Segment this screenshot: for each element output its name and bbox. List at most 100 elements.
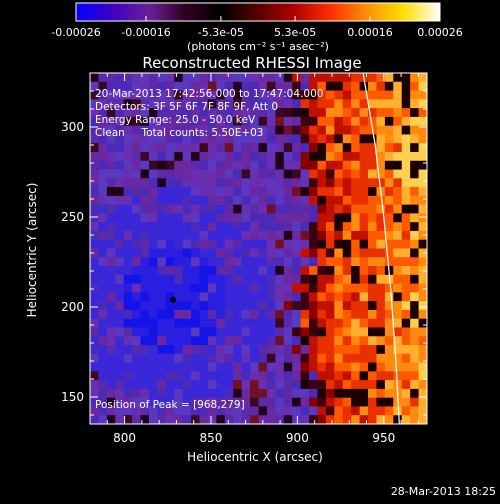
heatmap-cell bbox=[317, 292, 327, 302]
heatmap-cell bbox=[216, 230, 226, 241]
heatmap-cell bbox=[418, 415, 428, 425]
heatmap-cell bbox=[216, 415, 226, 425]
heatmap-cell bbox=[241, 213, 251, 223]
heatmap-cell bbox=[275, 318, 285, 328]
heatmap-cell bbox=[384, 292, 394, 302]
heatmap-cell bbox=[266, 187, 276, 197]
heatmap-cell bbox=[401, 362, 411, 372]
heatmap-cell bbox=[98, 204, 108, 214]
heatmap-cell bbox=[266, 134, 276, 144]
heatmap-cell bbox=[334, 362, 344, 372]
heatmap-cell bbox=[351, 73, 361, 83]
heatmap-cell bbox=[98, 327, 108, 337]
heatmap-cell bbox=[334, 266, 344, 276]
heatmap-cell bbox=[132, 301, 141, 311]
heatmap-cell bbox=[241, 406, 251, 416]
heatmap-cell bbox=[334, 169, 344, 179]
heatmap-cell bbox=[250, 362, 259, 372]
heatmap-cell bbox=[384, 134, 394, 144]
heatmap-cell bbox=[359, 371, 369, 381]
heatmap-cell bbox=[309, 248, 318, 258]
heatmap-cell bbox=[258, 160, 268, 170]
minimum-marker bbox=[169, 296, 176, 303]
heatmap-cell bbox=[157, 125, 167, 135]
heatmap-cell bbox=[106, 274, 116, 285]
heatmap-cell bbox=[216, 380, 226, 390]
heatmap-cell bbox=[359, 362, 369, 372]
heatmap-cell bbox=[191, 116, 200, 127]
heatmap-cell bbox=[275, 274, 285, 285]
heatmap-cell bbox=[376, 309, 386, 320]
heatmap-cell bbox=[115, 274, 125, 285]
heatmap-cell bbox=[292, 353, 302, 363]
heatmap-cell bbox=[368, 73, 377, 83]
heatmap-cell bbox=[368, 90, 377, 100]
heatmap-cell bbox=[351, 371, 361, 381]
heatmap-cell bbox=[241, 274, 251, 285]
heatmap-cell bbox=[393, 362, 403, 372]
heatmap-cell bbox=[165, 406, 175, 416]
heatmap-cell bbox=[233, 134, 243, 144]
heatmap-cell bbox=[266, 169, 276, 179]
heatmap-cell bbox=[401, 345, 411, 355]
heatmap-cell bbox=[325, 380, 335, 390]
heatmap-cell bbox=[140, 266, 150, 276]
heatmap-cell bbox=[418, 187, 428, 197]
heatmap-cell bbox=[90, 213, 99, 223]
heatmap-cell bbox=[266, 301, 276, 311]
heatmap-cell bbox=[199, 134, 209, 144]
heatmap-cell bbox=[140, 151, 150, 162]
heatmap-cell bbox=[216, 266, 226, 276]
heatmap-cell bbox=[410, 143, 419, 153]
heatmap-cell bbox=[376, 99, 386, 109]
heatmap-cell bbox=[376, 336, 386, 346]
heatmap-cell bbox=[418, 380, 428, 390]
heatmap-cell bbox=[115, 160, 125, 170]
heatmap-cell bbox=[216, 327, 226, 337]
heatmap-cell bbox=[106, 125, 116, 135]
heatmap-cell bbox=[233, 257, 243, 267]
heatmap-cell bbox=[342, 345, 352, 355]
heatmap-cell bbox=[157, 345, 167, 355]
heatmap-cell bbox=[191, 73, 200, 83]
heatmap-cell bbox=[140, 309, 150, 320]
heatmap-cell bbox=[115, 169, 125, 179]
heatmap-cell bbox=[250, 406, 259, 416]
heatmap-cell bbox=[132, 169, 141, 179]
heatmap-cell bbox=[283, 248, 293, 258]
heatmap-cell bbox=[216, 73, 226, 83]
heatmap-cell bbox=[233, 90, 243, 100]
heatmap-cell bbox=[384, 388, 394, 399]
heatmap-cell bbox=[292, 108, 302, 118]
heatmap-cell bbox=[410, 116, 419, 127]
heatmap-cell bbox=[216, 81, 226, 91]
heatmap-cell bbox=[325, 327, 335, 337]
heatmap-cell bbox=[233, 222, 243, 232]
heatmap-cell bbox=[393, 274, 403, 285]
heatmap-cell bbox=[216, 318, 226, 328]
heatmap-cell bbox=[317, 125, 327, 135]
heatmap-cell bbox=[250, 108, 259, 118]
heatmap-cell bbox=[157, 230, 167, 241]
heatmap-cell bbox=[393, 266, 403, 276]
heatmap-cell bbox=[359, 266, 369, 276]
heatmap-cell bbox=[384, 371, 394, 381]
heatmap-cell bbox=[258, 345, 268, 355]
annotation-energy: Energy Range: 25.0 - 50.0 keV bbox=[95, 114, 256, 126]
heatmap-cell bbox=[334, 143, 344, 153]
heatmap-cell bbox=[418, 239, 428, 249]
heatmap-cell bbox=[393, 230, 403, 241]
heatmap-cell bbox=[342, 283, 352, 293]
heatmap-cell bbox=[393, 239, 403, 249]
heatmap-cell bbox=[334, 397, 344, 407]
heatmap-cell bbox=[266, 292, 276, 302]
heatmap-cell bbox=[174, 274, 184, 285]
heatmap-cell bbox=[334, 388, 344, 399]
heatmap-cell bbox=[157, 204, 167, 214]
heatmap-cell bbox=[132, 292, 141, 302]
heatmap-cell bbox=[106, 187, 116, 197]
heatmap-cell bbox=[90, 73, 99, 83]
heatmap-cell bbox=[410, 380, 419, 390]
heatmap-cell bbox=[309, 274, 318, 285]
heatmap-cell bbox=[266, 362, 276, 372]
